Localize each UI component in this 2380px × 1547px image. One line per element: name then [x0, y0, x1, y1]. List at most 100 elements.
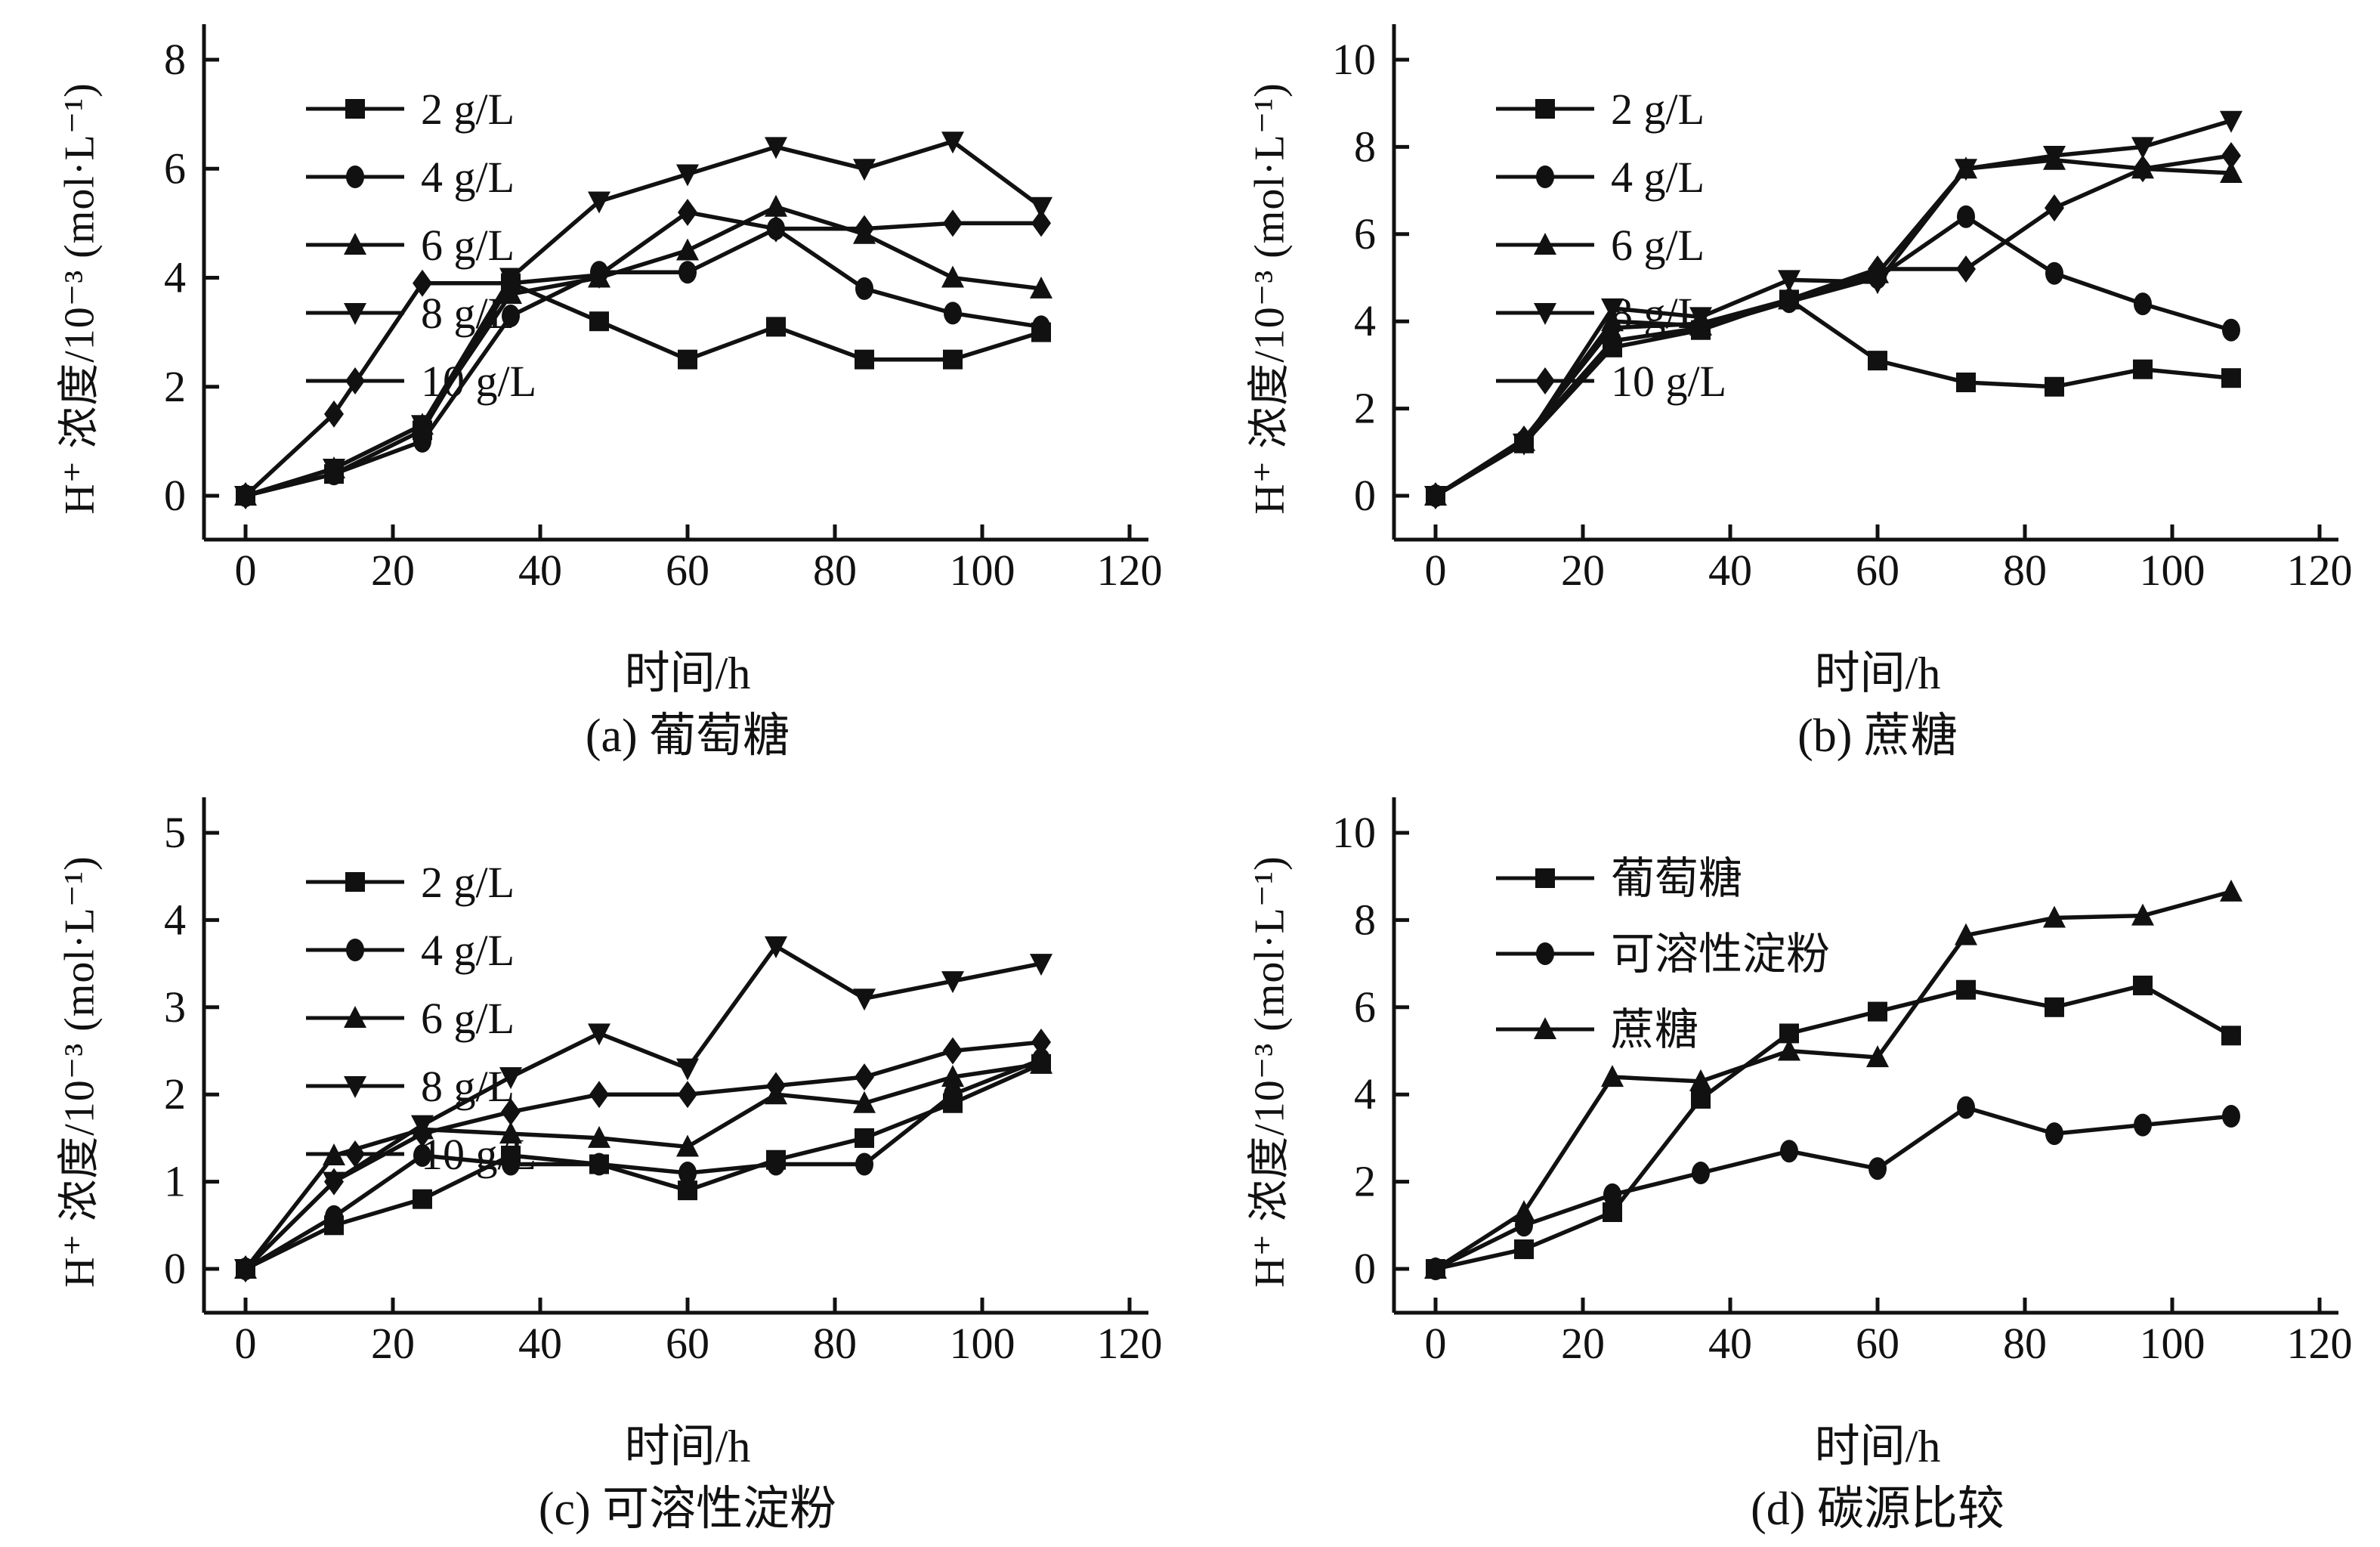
triangle-up-marker — [1424, 1257, 1447, 1279]
series-line — [245, 280, 1042, 498]
series-line — [244, 943, 1042, 1270]
triangle-up-marker — [1955, 923, 1977, 945]
x-tick-label: 60 — [666, 546, 709, 595]
triangle-down-marker — [411, 415, 434, 438]
x-tick-label: 0 — [1425, 1319, 1447, 1368]
series-8 g/L — [234, 936, 1052, 1281]
circle-marker — [1536, 166, 1554, 188]
triangle-down-marker — [1955, 159, 1977, 181]
y-tick-label: 10 — [1332, 808, 1376, 857]
y-axis-title-b: H⁺ 浓度/10⁻³ (mol·L⁻¹) — [1246, 82, 1294, 515]
y-tick-label: 2 — [1354, 1157, 1376, 1206]
x-tick-label: 40 — [1708, 546, 1752, 595]
diamond-marker — [766, 215, 786, 243]
caption-c: (c) 可溶性淀粉 — [538, 1484, 837, 1535]
triangle-up-marker — [2220, 879, 2242, 902]
legend-item-4 g/L: 4 g/L — [1496, 153, 1705, 202]
x-axis-title-c: 时间/h — [624, 1422, 751, 1471]
y-tick-label: 4 — [1354, 296, 1376, 345]
diamond-marker — [236, 482, 255, 509]
circle-marker — [678, 261, 697, 284]
legend-label: 2 g/L — [421, 85, 515, 134]
square-marker — [345, 99, 365, 119]
diamond-marker — [1956, 255, 1976, 283]
circle-marker — [413, 1143, 431, 1167]
diamond-marker — [1868, 255, 1887, 283]
triangle-up-marker — [1778, 1038, 1800, 1061]
series-10 g/L — [236, 198, 1051, 509]
legend-label: 6 g/L — [421, 994, 515, 1043]
square-marker — [1956, 979, 1976, 1000]
square-marker — [2133, 359, 2153, 379]
legend-label: 2 g/L — [1611, 85, 1705, 134]
square-marker — [943, 349, 963, 370]
circle-marker — [2222, 318, 2240, 342]
caption-a: (a) 葡萄糖 — [585, 710, 790, 762]
y-tick-label: 4 — [1354, 1069, 1376, 1118]
series-4 g/L — [236, 217, 1050, 507]
diamond-marker — [943, 1037, 963, 1065]
triangle-up-marker — [588, 1125, 610, 1148]
legend-item-10 g/L: 10 g/L — [1496, 357, 1726, 406]
triangle-down-marker — [941, 971, 964, 994]
y-tick-label: 6 — [164, 144, 186, 193]
legend-item-蔗糖: 蔗糖 — [1496, 1005, 1698, 1054]
triangle-down-marker — [588, 1023, 610, 1046]
diamond-marker — [501, 1098, 521, 1126]
circle-marker — [944, 302, 962, 325]
circle-marker — [2222, 1105, 2240, 1128]
y-tick-label: 5 — [164, 808, 186, 857]
legend-label: 10 g/L — [1611, 357, 1726, 406]
triangle-down-marker — [1030, 196, 1052, 219]
y-axis-title-a: H⁺ 浓度/10⁻³ (mol·L⁻¹) — [56, 82, 104, 515]
x-tick-label: 120 — [1097, 546, 1163, 595]
triangle-down-marker — [941, 131, 964, 154]
diamond-marker — [1514, 425, 1534, 453]
legend-label: 8 g/L — [421, 1062, 515, 1111]
legend-item-6 g/L: 6 g/L — [1496, 221, 1705, 270]
triangle-down-marker — [2131, 137, 2154, 159]
legend-item-2 g/L: 2 g/L — [306, 85, 515, 134]
x-tick-label: 100 — [2140, 546, 2205, 595]
caption-b: (b) 蔗糖 — [1797, 710, 1958, 762]
circle-marker — [1692, 1162, 1710, 1185]
x-tick-label: 40 — [1708, 1319, 1752, 1368]
diamond-marker — [589, 261, 609, 289]
triangle-up-marker — [853, 1091, 876, 1113]
x-tick-label: 100 — [950, 546, 1015, 595]
y-tick-label: 4 — [164, 895, 186, 944]
legend-label: 葡萄糖 — [1611, 854, 1742, 903]
x-axis-title-d: 时间/h — [1814, 1422, 1941, 1471]
circle-marker — [1603, 1183, 1621, 1206]
x-tick-label: 80 — [2003, 546, 2047, 595]
series-可溶性淀粉 — [1426, 1096, 2240, 1280]
y-tick-label: 1 — [164, 1157, 186, 1206]
y-tick-label: 2 — [1354, 384, 1376, 433]
x-tick-label: 100 — [2140, 1319, 2205, 1368]
series-line — [1434, 153, 2232, 498]
triangle-down-marker — [765, 137, 787, 159]
triangle-down-marker — [323, 458, 345, 481]
legend-label: 可溶性淀粉 — [1611, 930, 1830, 979]
x-tick-label: 0 — [235, 1319, 257, 1368]
triangle-down-marker — [1601, 298, 1624, 320]
square-marker — [2045, 997, 2064, 1017]
triangle-down-marker — [853, 989, 876, 1011]
x-tick-label: 60 — [1856, 1319, 1899, 1368]
series-4 g/L — [236, 1048, 1050, 1280]
diamond-marker — [501, 269, 521, 297]
legend-item-可溶性淀粉: 可溶性淀粉 — [1496, 930, 1830, 979]
y-tick-label: 6 — [1354, 982, 1376, 1032]
legend-item-6 g/L: 6 g/L — [306, 994, 515, 1043]
y-tick-label: 0 — [1354, 1244, 1376, 1293]
y-axis-title-c: H⁺ 浓度/10⁻³ (mol·L⁻¹) — [56, 855, 104, 1288]
series-line — [244, 210, 1041, 498]
x-tick-label: 120 — [2287, 546, 2353, 595]
triangle-up-marker — [1866, 1045, 1889, 1068]
triangle-down-marker — [1030, 954, 1052, 976]
diamond-marker — [413, 269, 432, 297]
